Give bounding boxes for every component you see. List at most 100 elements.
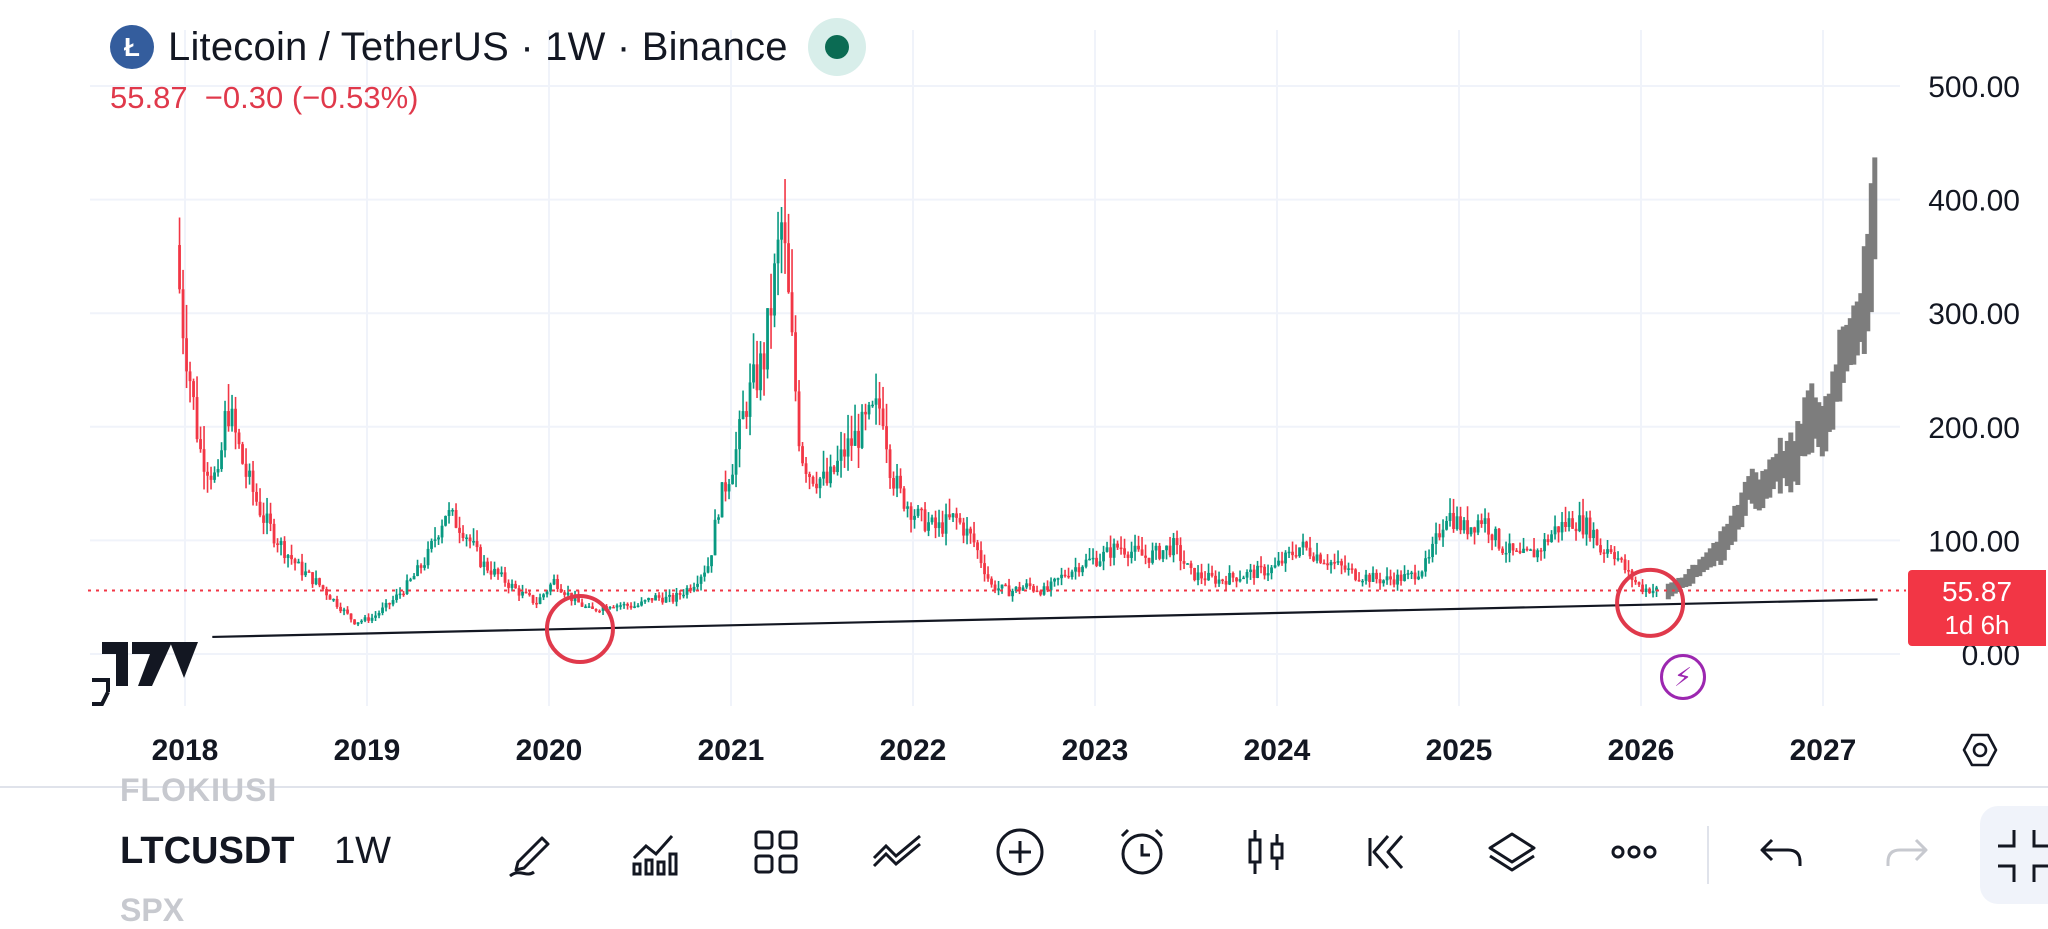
candle-down xyxy=(1221,579,1224,582)
candle-up xyxy=(1284,552,1287,564)
candle-up xyxy=(1585,517,1588,535)
lightning-icon[interactable]: ⚡ xyxy=(1660,654,1706,700)
candle-up xyxy=(1102,551,1105,562)
candle-up xyxy=(493,568,496,575)
candle-down xyxy=(955,513,958,518)
candle-down xyxy=(783,222,787,244)
time-axis[interactable]: 2018 2019 2020 2021 2022 2023 2024 2025 2026 2027 xyxy=(152,734,1857,767)
candle-up xyxy=(416,565,419,576)
replay-icon[interactable] xyxy=(1358,822,1418,882)
y-tick-label: 500.00 xyxy=(1928,71,2020,104)
candle-up xyxy=(1476,520,1480,533)
candle-up xyxy=(1112,543,1116,558)
candle-up xyxy=(1042,586,1046,595)
projection-bars xyxy=(1665,157,1878,600)
projection-bar xyxy=(1833,364,1839,402)
layers-icon[interactable] xyxy=(1482,822,1542,882)
symbol-header[interactable]: Ł Litecoin / TetherUS · 1W · Binance xyxy=(110,18,866,76)
drawings xyxy=(88,567,1906,665)
candle-up xyxy=(1455,516,1459,530)
candles-style-icon[interactable] xyxy=(1236,822,1296,882)
candle-down xyxy=(1340,561,1343,566)
market-status-indicator[interactable] xyxy=(807,18,866,76)
alert-clock-icon[interactable] xyxy=(1112,822,1172,882)
candle-down xyxy=(507,582,510,588)
projection-bar xyxy=(1865,233,1871,332)
candle-down xyxy=(1158,545,1161,559)
candle-down xyxy=(1305,541,1308,548)
candle-down xyxy=(794,332,797,392)
candle-down xyxy=(349,613,353,620)
watchlist-symbol-prev[interactable]: FLOKIUSI xyxy=(120,772,278,808)
tradingview-logo-icon[interactable] xyxy=(88,634,200,717)
candle-down xyxy=(580,602,584,607)
candle-up xyxy=(545,591,549,595)
compare-symbols-icon[interactable] xyxy=(868,822,928,882)
candle-down xyxy=(1235,577,1238,582)
candle-down xyxy=(878,398,881,409)
candle-up xyxy=(430,540,433,549)
candle-down xyxy=(769,308,773,316)
candle-down xyxy=(1259,565,1263,568)
candle-down xyxy=(612,606,615,609)
bottom-toolbar xyxy=(0,786,2048,922)
candle-down xyxy=(1637,582,1641,585)
fullscreen-exit-button[interactable] xyxy=(1980,806,2048,904)
candle-up xyxy=(1567,518,1571,527)
candle-up xyxy=(867,404,871,415)
candle-down xyxy=(650,598,654,601)
candle-down xyxy=(941,522,944,534)
chart-settings-icon[interactable] xyxy=(1960,730,2000,775)
candle-up xyxy=(699,576,703,584)
candle-down xyxy=(1119,547,1123,550)
candle-up xyxy=(1403,574,1406,581)
candle-down xyxy=(489,570,493,575)
candle-up xyxy=(1000,584,1004,589)
candle-down xyxy=(1109,547,1112,558)
candle-down xyxy=(514,583,517,589)
candle-down xyxy=(857,430,860,448)
projection-bar xyxy=(1809,383,1815,453)
candle-down xyxy=(258,501,262,516)
candle-down xyxy=(1501,548,1504,554)
candle-up xyxy=(1522,548,1525,554)
add-icon[interactable] xyxy=(990,822,1050,882)
projection-bar xyxy=(1756,479,1762,511)
layout-grid-icon[interactable] xyxy=(746,822,806,882)
projection-bar xyxy=(1700,556,1706,573)
watchlist-symbol-next[interactable]: SPX xyxy=(120,892,185,928)
candle-down xyxy=(251,470,255,492)
more-options-icon[interactable] xyxy=(1604,822,1664,882)
indicators-icon[interactable] xyxy=(624,822,684,882)
symbol-title[interactable]: Litecoin / TetherUS · 1W · Binance xyxy=(168,24,788,69)
candle-down xyxy=(969,528,972,534)
candle-down xyxy=(293,559,297,564)
symbol-selector[interactable]: LTCUSDT xyxy=(120,830,295,872)
candle-down xyxy=(1326,563,1329,566)
projection-bar xyxy=(1858,293,1864,342)
candle-up xyxy=(1049,581,1053,591)
candle-down xyxy=(804,463,808,474)
candle-up xyxy=(1277,560,1280,566)
projection-bar xyxy=(1725,523,1731,550)
undo-icon[interactable] xyxy=(1752,822,1812,882)
candle-up xyxy=(1186,563,1189,565)
candle-down xyxy=(1518,550,1522,554)
candle-down xyxy=(1525,548,1529,551)
candle-down xyxy=(1571,518,1574,529)
drawing-tools-icon[interactable] xyxy=(502,822,562,882)
projection-bar xyxy=(1826,393,1832,432)
candle-down xyxy=(1140,549,1144,556)
projection-bar xyxy=(1697,559,1703,577)
redo-icon[interactable] xyxy=(1876,822,1936,882)
candle-down xyxy=(1546,539,1550,543)
projection-bar xyxy=(1798,423,1804,457)
candle-up xyxy=(472,541,475,543)
interval-selector[interactable]: 1W xyxy=(334,830,391,872)
candle-up xyxy=(426,548,430,566)
y-tick-label: 200.00 xyxy=(1928,412,2020,445)
candle-up xyxy=(437,537,440,540)
candle-up xyxy=(381,607,384,613)
candle-up xyxy=(1266,573,1270,576)
